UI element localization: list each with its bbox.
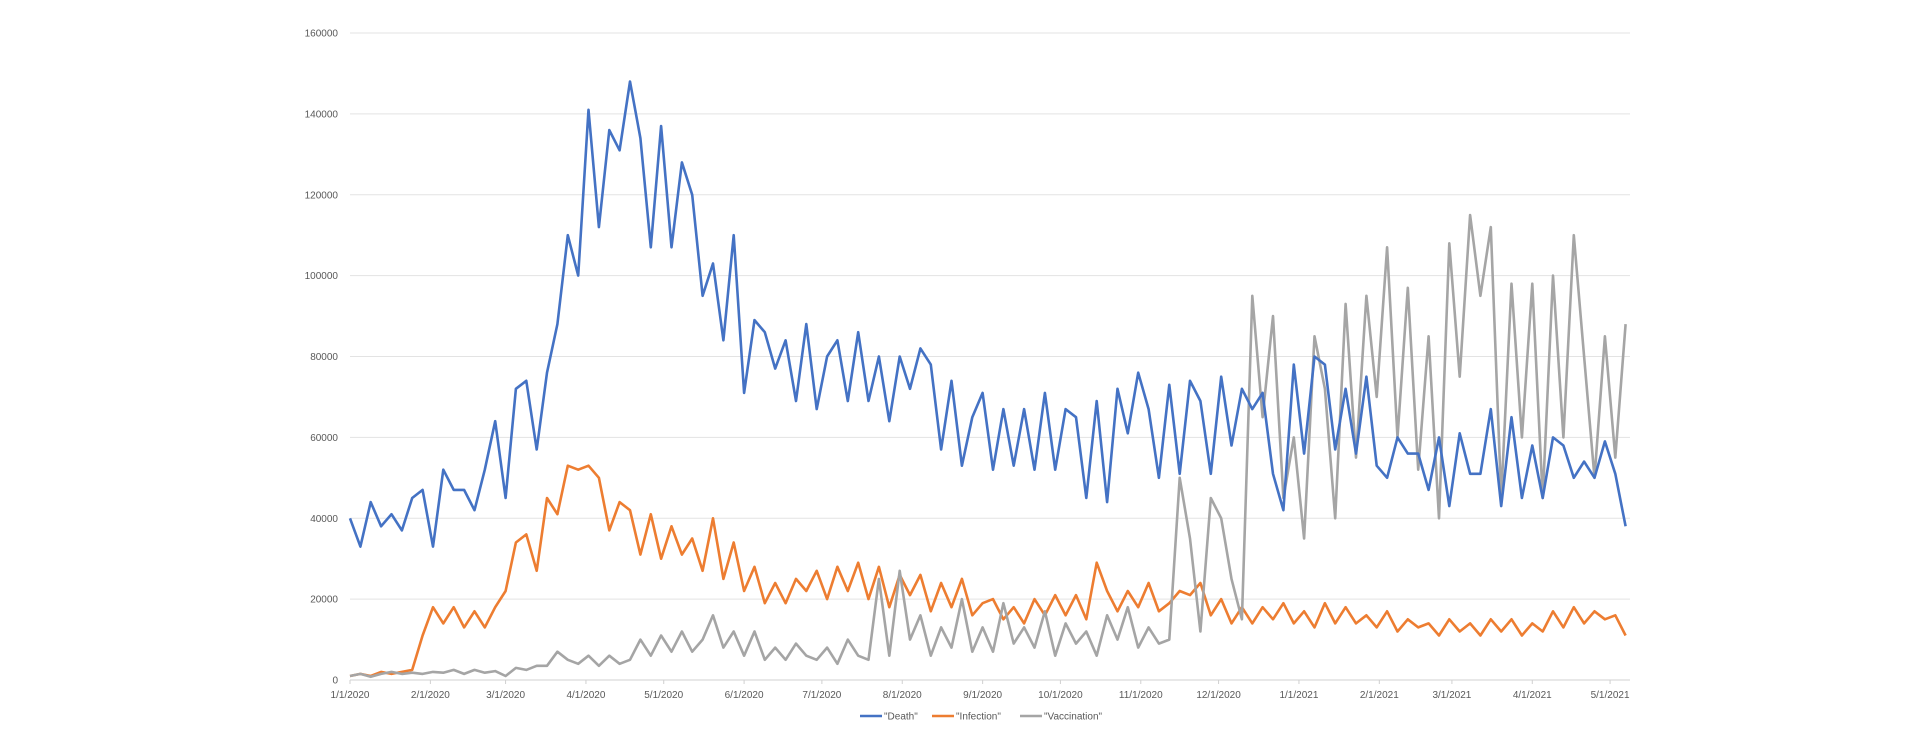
x-axis: 1/1/2020 2/1/2020 3/1/2020 4/1/2020 5/1/2020…: [331, 680, 1630, 701]
x-tick-label: 6/1/2020: [725, 690, 764, 701]
x-tick-label: 1/1/2021: [1279, 690, 1318, 701]
x-tick-label: 4/1/2021: [1513, 690, 1552, 701]
x-tick-label: 11/1/2020: [1119, 690, 1163, 701]
legend-item: "Vaccination": [1020, 712, 1103, 723]
x-tick-label: 12/1/2020: [1196, 690, 1241, 701]
x-tick-label: 3/1/2021: [1432, 690, 1471, 701]
y-tick-label: 60000: [310, 433, 338, 444]
series-line-death: [348, 80, 1627, 548]
y-tick-label: 120000: [305, 190, 339, 201]
legend: "Death" "Infection" "Vaccination": [860, 712, 1103, 723]
y-tick-label: 100000: [305, 271, 339, 282]
y-tick-label: 160000: [305, 29, 339, 40]
legend-label: "Infection": [956, 712, 1001, 723]
y-tick-label: 140000: [305, 109, 339, 120]
x-tick-label: 5/1/2021: [1591, 690, 1630, 701]
y-tick-label: 40000: [310, 514, 338, 525]
x-tick-label: 10/1/2020: [1038, 690, 1083, 701]
x-tick-label: 9/1/2020: [963, 690, 1002, 701]
y-tick-label: 80000: [310, 352, 338, 363]
x-tick-label: 3/1/2020: [486, 690, 525, 701]
gridlines: [350, 32, 1630, 681]
series-line-infection: [349, 464, 1627, 678]
y-tick-label: 0: [332, 676, 338, 687]
x-tick-label: 2/1/2020: [411, 690, 450, 701]
legend-label: "Vaccination": [1044, 712, 1103, 723]
x-tick-label: 5/1/2020: [644, 690, 683, 701]
x-tick-label: 7/1/2020: [802, 690, 841, 701]
x-tick-label: 2/1/2021: [1360, 690, 1399, 701]
x-tick-label: 4/1/2020: [566, 690, 605, 701]
x-tick-label: 1/1/2020: [331, 690, 370, 701]
y-axis-ticks: 0 20000 40000 60000 80000 100000 120000 140000 1…: [305, 29, 339, 687]
y-tick-label: 20000: [310, 595, 338, 606]
legend-item: "Death": [860, 712, 918, 723]
series-line-vaccination: [349, 213, 1627, 679]
legend-label: "Death": [884, 712, 918, 723]
legend-item: "Infection": [932, 712, 1001, 723]
series-lines: [348, 80, 1627, 679]
x-tick-label: 8/1/2020: [883, 690, 922, 701]
